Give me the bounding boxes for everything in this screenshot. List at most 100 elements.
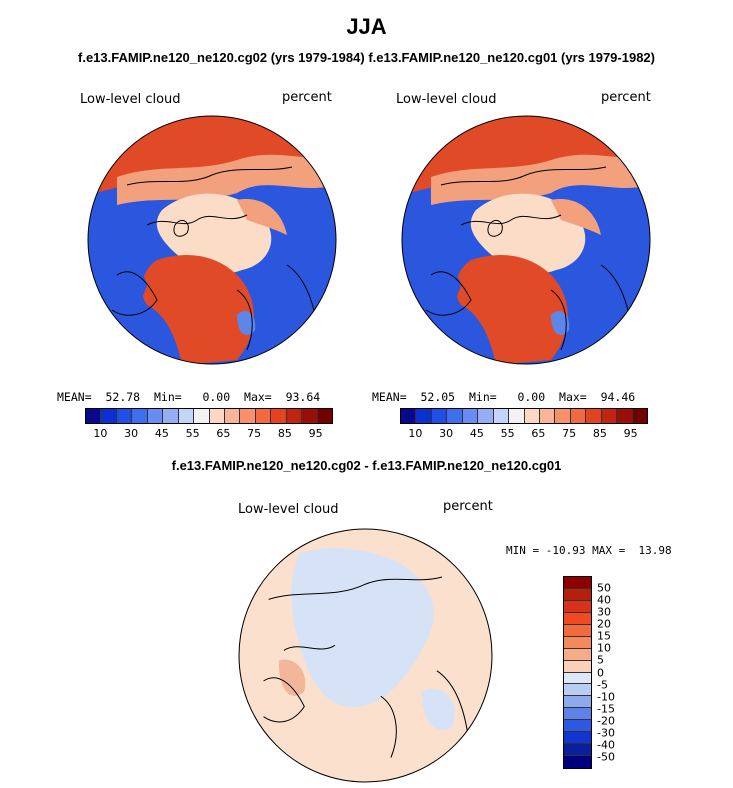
colorbar-swatch	[224, 409, 241, 423]
colorbar-tick-label: -50	[597, 750, 615, 764]
colorbar-swatch	[564, 624, 591, 637]
greenland-region	[102, 261, 147, 310]
colorbar-tick-label: 15	[597, 629, 611, 643]
map-field	[402, 116, 650, 364]
colorbar-tick-label: -15	[597, 702, 615, 716]
colorbar-swatch	[178, 409, 195, 423]
left-mean-label: MEAN=	[57, 390, 92, 404]
colorbar-swatch	[564, 636, 591, 649]
colorbar-swatch	[564, 732, 591, 745]
colorbar-swatch	[101, 409, 117, 423]
island-outline	[487, 220, 503, 237]
colorbar-swatch	[564, 672, 591, 685]
colorbar-swatch	[564, 756, 591, 768]
greenland-region	[416, 261, 461, 310]
map-boundary-circle	[238, 528, 493, 783]
scandinavia-region	[551, 310, 570, 335]
right-map-units-label: percent	[601, 90, 651, 105]
colorbar-swatch	[564, 577, 591, 589]
colorbar-tick-label: 30	[439, 427, 454, 440]
colorbar-tick-label: 50	[597, 581, 611, 595]
left-map-stats: MEAN= 52.78 Min= 0.00 Max= 93.64	[57, 390, 320, 404]
colorbar-tick-label: -40	[597, 738, 615, 752]
colorbar-swatch	[462, 409, 479, 423]
colorbar-tick-label: 45	[154, 427, 169, 440]
left-max-value: 93.64	[285, 390, 321, 404]
colorbar-tick-label: 55	[185, 427, 200, 440]
colorbar-tick-label: 45	[469, 427, 484, 440]
colorbar-swatch	[431, 409, 448, 423]
map-boundary-circle	[87, 115, 337, 365]
left-min-value: 0.00	[202, 390, 231, 404]
colorbar-swatch	[539, 409, 556, 423]
colorbar-swatch	[632, 409, 647, 423]
colorbar-tick-label: 40	[597, 593, 611, 607]
colorbar-tick-label: 10	[597, 641, 611, 655]
right-min-label: Min=	[468, 390, 497, 404]
colorbar-swatch	[564, 648, 591, 661]
colorbar-tick-label: 95	[308, 427, 323, 440]
colorbar-swatch	[271, 409, 287, 423]
map-field	[239, 529, 492, 782]
left-min-label: Min=	[153, 390, 182, 404]
colorbar-tick-label: -30	[597, 726, 615, 740]
colorbar-swatch	[617, 409, 633, 423]
colorbar-swatch	[564, 660, 591, 673]
arctic-mid-cloud-patch	[237, 199, 287, 235]
colorbar-swatch	[564, 744, 591, 757]
colorbar-swatch	[564, 696, 591, 709]
difference-colorbar	[563, 576, 592, 769]
coastlines	[263, 576, 469, 758]
difference-colorbar-ticks: 50 40 30 20 15 10 5 0 -5 -10 -15 -20 -30 -40 -50	[597, 576, 637, 769]
left-max-label: Max=	[244, 390, 272, 404]
left-colorbar	[85, 408, 333, 424]
colorbar-swatch	[509, 409, 525, 423]
colorbar-swatch	[564, 684, 591, 697]
colorbar-tick-label: 65	[216, 427, 231, 440]
colorbar-swatch	[147, 409, 164, 423]
colorbar-swatch	[478, 409, 494, 423]
colorbar-tick-label: 10	[93, 427, 108, 440]
right-max-label: Max=	[559, 390, 587, 404]
arctic-ocean-region	[470, 193, 586, 274]
colorbar-tick-label: -20	[597, 714, 615, 728]
colorbar-swatch	[564, 612, 591, 625]
colorbar-tick-label: 5	[597, 653, 604, 667]
arctic-ocean-region	[156, 193, 272, 274]
colorbar-tick-label: 55	[500, 427, 515, 440]
run-titles-row: f.e13.FAMIP.ne120_ne120.cg02 (yrs 1979-1…	[0, 50, 733, 65]
right-min-value: 0.00	[517, 390, 546, 404]
colorbar-swatch	[447, 409, 463, 423]
negative-difference-region	[291, 548, 434, 708]
colorbar-swatch	[86, 409, 102, 423]
scandinavia-region	[237, 310, 256, 335]
right-colorbar-ticks: 10 30 45 55 65 75 85 95	[400, 427, 646, 441]
left-run-title: f.e13.FAMIP.ne120_ne120.cg02 (yrs 1979-1…	[78, 50, 365, 65]
colorbar-tick-label: 65	[531, 427, 546, 440]
difference-polar-map	[238, 528, 493, 783]
colorbar-tick-label: 85	[592, 427, 607, 440]
colorbar-swatch	[416, 409, 432, 423]
colorbar-swatch	[317, 409, 332, 423]
colorbar-swatch	[209, 409, 225, 423]
pacific-mid-cloud-region	[117, 154, 336, 205]
atlantic-high-cloud-region	[141, 255, 254, 364]
colorbar-tick-label: 30	[124, 427, 139, 440]
right-mean-value: 52.05	[420, 390, 456, 404]
map-boundary-circle	[401, 115, 651, 365]
colorbar-swatch	[255, 409, 272, 423]
colorbar-swatch	[194, 409, 210, 423]
diff-map-variable-label: Low-level cloud	[238, 502, 339, 517]
colorbar-swatch	[286, 409, 303, 423]
colorbar-swatch	[132, 409, 148, 423]
coastlines	[111, 166, 318, 351]
colorbar-swatch	[240, 409, 256, 423]
coastlines	[425, 166, 632, 351]
colorbar-tick-label: 95	[623, 427, 638, 440]
right-max-value: 94.46	[600, 390, 636, 404]
colorbar-tick-label: 30	[597, 605, 611, 619]
colorbar-swatch	[601, 409, 618, 423]
difference-title: f.e13.FAMIP.ne120_ne120.cg02 - f.e13.FAM…	[171, 458, 562, 473]
right-map-variable-label: Low-level cloud	[396, 92, 497, 107]
colorbar-swatch	[564, 588, 591, 601]
